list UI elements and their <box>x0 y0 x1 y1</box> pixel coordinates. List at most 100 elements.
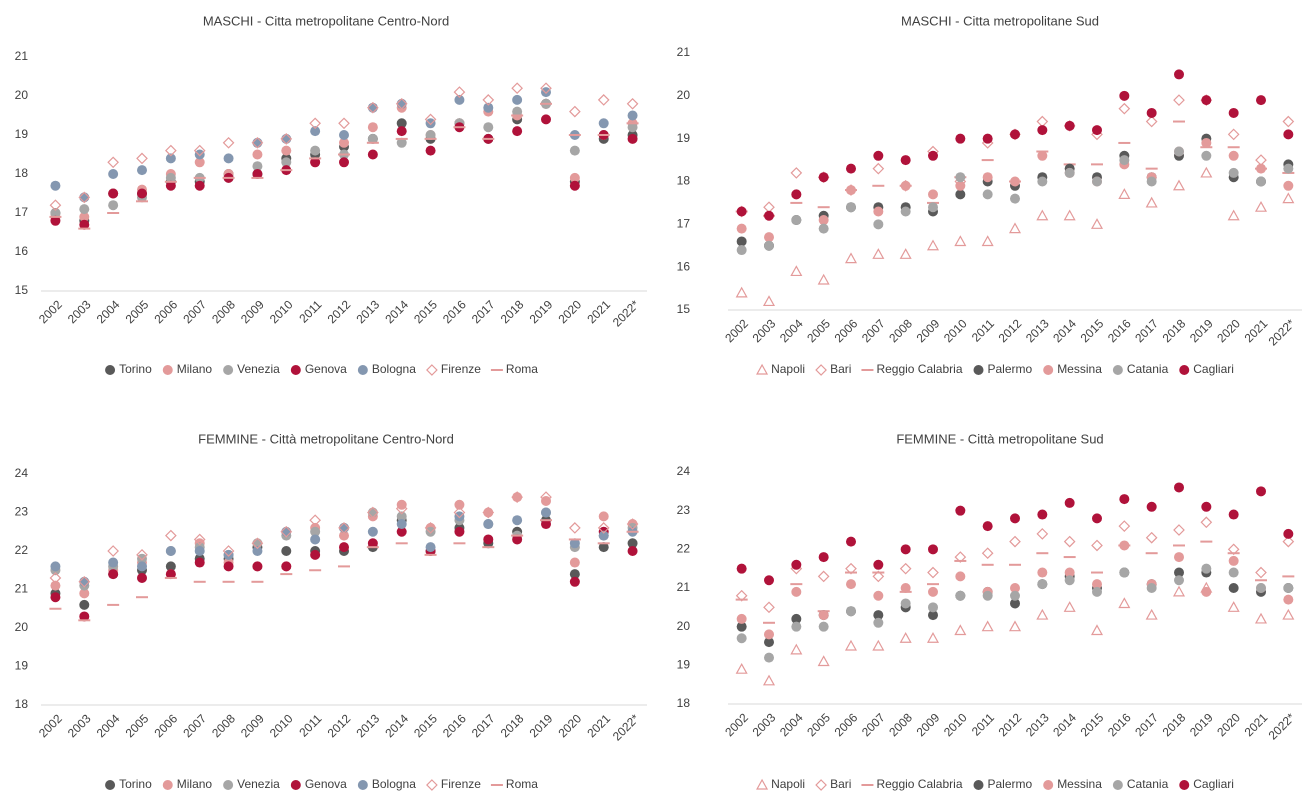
legend-label: Venezia <box>237 362 280 376</box>
x-tick-label: 2010 <box>267 297 296 326</box>
data-point <box>900 206 911 217</box>
data-point <box>1254 612 1268 624</box>
data-point <box>1201 501 1212 512</box>
data-point <box>367 102 378 113</box>
x-tick-label: 2006 <box>151 297 180 326</box>
data-point <box>165 180 176 191</box>
legend-marker <box>756 778 769 790</box>
data-point <box>339 522 349 533</box>
y-tick-label: 15 <box>15 283 29 297</box>
y-tick-label: 22 <box>677 542 691 556</box>
y-tick-label: 21 <box>15 49 29 63</box>
legend-marker <box>357 780 368 790</box>
data-point <box>845 562 857 575</box>
legend-marker <box>162 365 173 375</box>
chart-title: MASCHI - Citta metropolitane Sud <box>901 13 1099 28</box>
data-point <box>1064 567 1075 578</box>
x-tick-label: 2011 <box>296 711 324 739</box>
data-point <box>569 557 580 568</box>
data-point <box>252 149 263 160</box>
x-tick-label: 2012 <box>325 711 354 740</box>
x-tick-label: 2021 <box>1242 316 1271 345</box>
x-tick-label: 2019 <box>527 297 556 326</box>
legend: Napoli Bari Reggio Calabria Palermo Messina C… <box>756 362 1234 376</box>
data-point <box>1282 192 1295 204</box>
y-tick-label: 21 <box>677 580 691 594</box>
data-point <box>762 295 776 307</box>
data-point <box>846 606 856 617</box>
x-tick-label: 2020 <box>1214 710 1243 739</box>
data-point <box>1228 567 1239 578</box>
data-point <box>165 546 176 556</box>
x-tick-label: 2021 <box>1242 710 1271 739</box>
data-point <box>165 153 176 164</box>
x-tick-label: 2022* <box>610 711 642 743</box>
data-point <box>49 572 62 584</box>
data-point <box>1174 552 1184 563</box>
x-tick-label: 2005 <box>123 711 152 740</box>
data-point <box>981 547 994 560</box>
data-point <box>1119 90 1130 101</box>
data-point <box>598 511 609 522</box>
data-point <box>251 537 264 550</box>
data-point <box>367 526 378 537</box>
data-point <box>598 542 609 553</box>
legend-label: Bari <box>830 362 851 376</box>
data-point <box>367 101 379 114</box>
data-point <box>395 97 408 110</box>
data-point <box>627 110 638 121</box>
x-tick-label: 2018 <box>498 297 527 326</box>
x-tick-label: 2005 <box>804 710 833 739</box>
x-tick-label: 2016 <box>440 297 469 326</box>
x-tick-label: 2009 <box>914 316 943 345</box>
y-tick-label: 19 <box>677 658 691 672</box>
legend-label: Cagliari <box>1193 777 1234 791</box>
data-point <box>982 172 993 183</box>
data-point <box>1092 176 1102 187</box>
data-point <box>1063 209 1076 221</box>
data-point <box>339 130 349 140</box>
legend-label: Palermo <box>988 777 1033 791</box>
data-point <box>281 526 292 537</box>
data-point <box>1037 176 1048 187</box>
legend-marker <box>1179 365 1190 375</box>
data-point <box>844 639 858 651</box>
data-point <box>791 613 802 624</box>
data-point <box>928 602 938 613</box>
data-point <box>626 518 639 530</box>
data-point <box>424 522 437 534</box>
data-point <box>763 601 775 614</box>
data-point <box>764 575 774 586</box>
x-tick-label: 2004 <box>777 710 806 739</box>
data-point <box>818 172 829 183</box>
x-tick-label: 2011 <box>969 710 997 738</box>
data-point <box>512 515 523 526</box>
data-point <box>1228 107 1239 118</box>
y-tick-label: 18 <box>677 174 691 188</box>
data-point <box>846 579 856 590</box>
data-point <box>541 495 551 506</box>
legend-label: Catania <box>1127 777 1169 791</box>
data-point <box>1119 155 1130 166</box>
data-point <box>1145 196 1158 208</box>
data-point <box>425 542 436 553</box>
data-point <box>846 202 856 213</box>
data-point <box>137 188 147 199</box>
data-point <box>281 133 292 144</box>
data-point <box>763 201 775 214</box>
data-point <box>569 105 581 118</box>
y-tick-label: 21 <box>677 45 691 59</box>
data-point <box>482 94 495 106</box>
data-point <box>954 551 967 563</box>
data-point <box>1064 497 1075 508</box>
data-point <box>569 172 580 183</box>
data-point <box>790 643 803 655</box>
x-tick-label: 2021 <box>584 711 613 740</box>
legend: Napoli Bari Reggio Calabria Palermo Messina C… <box>756 777 1234 791</box>
data-point <box>1255 566 1267 579</box>
data-point <box>873 206 884 217</box>
data-point <box>1146 176 1157 187</box>
data-point <box>1256 176 1266 187</box>
data-point <box>1092 579 1102 590</box>
legend-label: Messina <box>1057 362 1102 376</box>
